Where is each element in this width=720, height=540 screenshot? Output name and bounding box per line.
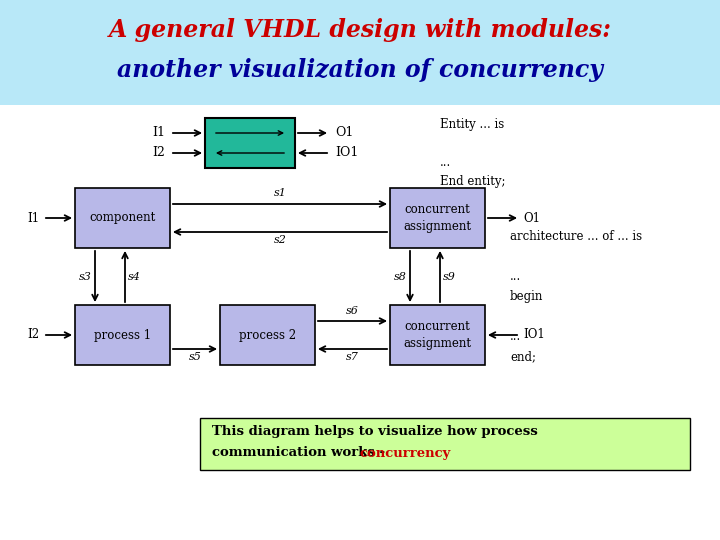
Text: I1: I1 <box>152 126 165 139</box>
Text: s9: s9 <box>443 272 456 281</box>
Bar <box>205 118 295 168</box>
Text: I1: I1 <box>27 212 39 225</box>
Text: I2: I2 <box>152 146 165 159</box>
Text: O1: O1 <box>523 212 540 225</box>
Text: process 1: process 1 <box>94 328 151 341</box>
Bar <box>390 188 485 248</box>
Text: s3: s3 <box>79 272 92 281</box>
Text: s5: s5 <box>189 352 202 362</box>
Text: s8: s8 <box>394 272 407 281</box>
Text: another visualization of concurrency: another visualization of concurrency <box>117 58 603 82</box>
Text: I2: I2 <box>27 328 39 341</box>
Bar <box>75 188 170 248</box>
Text: concurrency: concurrency <box>360 447 451 460</box>
Text: O1: O1 <box>335 126 354 139</box>
Text: s1: s1 <box>274 188 287 198</box>
Text: s2: s2 <box>274 235 287 245</box>
Text: concurrent
assignment: concurrent assignment <box>403 203 472 233</box>
Text: communication works -: communication works - <box>212 447 390 460</box>
Bar <box>200 418 690 470</box>
Text: architecture ... of ... is

...
begin

...
end;: architecture ... of ... is ... begin ...… <box>510 230 642 363</box>
Text: This diagram helps to visualize how process: This diagram helps to visualize how proc… <box>212 426 538 438</box>
Text: s7: s7 <box>346 352 359 362</box>
Bar <box>75 305 170 365</box>
Bar <box>390 305 485 365</box>
Text: component: component <box>89 212 156 225</box>
Text: s4: s4 <box>128 272 141 281</box>
Bar <box>220 305 315 365</box>
Bar <box>0 0 720 105</box>
Text: IO1: IO1 <box>335 146 359 159</box>
Text: A general VHDL design with modules:: A general VHDL design with modules: <box>109 18 611 42</box>
Text: IO1: IO1 <box>523 328 545 341</box>
Text: concurrent
assignment: concurrent assignment <box>403 320 472 350</box>
Text: s6: s6 <box>346 306 359 316</box>
Text: process 2: process 2 <box>239 328 296 341</box>
Text: Entity ... is

...
End entity;: Entity ... is ... End entity; <box>440 118 505 188</box>
